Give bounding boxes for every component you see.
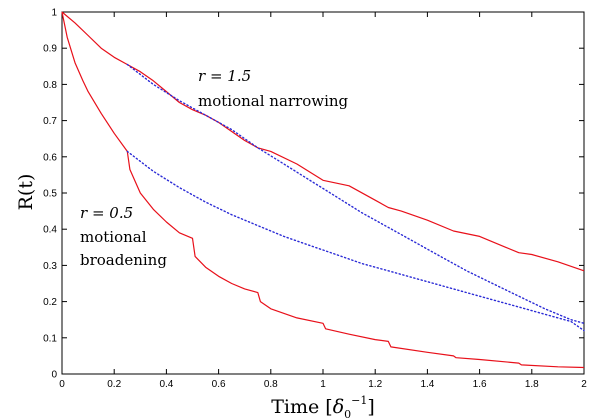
annotation-broadening-label-1: motional [80, 228, 147, 246]
y-tick-label: 0.8 [43, 80, 57, 91]
annotation-narrowing-math: r = 1.5 [198, 67, 251, 85]
y-tick-label: 0.3 [43, 261, 57, 272]
x-tick-label: 1.6 [473, 379, 487, 390]
y-tick-label: 0.9 [43, 44, 57, 55]
annotation-narrowing-label: motional narrowing [198, 92, 349, 110]
x-tick-label: 1 [320, 379, 326, 390]
series-line-4 [126, 150, 585, 332]
x-tick-label: 0.6 [212, 379, 226, 390]
y-tick-label: 0.7 [43, 116, 57, 127]
series-layer [61, 11, 585, 369]
x-tick-label: 2 [581, 379, 587, 390]
y-tick-label: 0.1 [43, 333, 57, 344]
y-tick-label: 0.6 [43, 152, 57, 163]
y-tick-label: 0.5 [43, 189, 57, 200]
axis-ticks: 0 0.2 0.4 0.6 0.8 1 1.2 1.4 1.6 1.8 2 0 0.1 0.2 0.3 0.4… [43, 8, 587, 391]
y-tick-label: 0.4 [43, 225, 57, 236]
x-axis-title: Time [δ0−1] [271, 394, 375, 420]
y-tick-label: 0.2 [43, 297, 57, 308]
y-axis-title: R(t) [15, 174, 37, 211]
x-tick-label: 1.8 [525, 379, 539, 390]
series-line-3 [61, 11, 585, 369]
y-tick-label: 1 [51, 8, 57, 19]
x-tick-label: 0 [59, 379, 65, 390]
annotation-broadening-label-2: broadening [80, 251, 167, 269]
x-tick-label: 0.8 [264, 379, 278, 390]
x-tick-label: 0.2 [107, 379, 121, 390]
x-tick-label: 1.2 [368, 379, 382, 390]
x-tick-label: 0.4 [159, 379, 173, 390]
y-tick-label: 0 [51, 370, 57, 381]
series-line-2 [126, 63, 585, 324]
x-tick-label: 1.4 [420, 379, 434, 390]
annotation-broadening-math: r = 0.5 [80, 204, 133, 222]
